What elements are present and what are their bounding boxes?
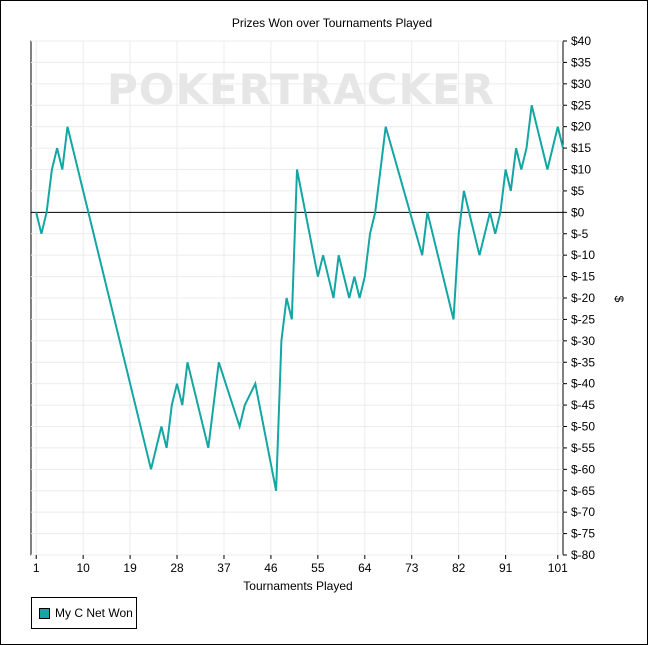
y-axis: $40 $35 $30 $25 $20 $15 $10 $5 $0 $-5 $-10 $-15 $-20… bbox=[563, 34, 595, 562]
x-axis-title: Tournaments Played bbox=[243, 579, 352, 593]
watermark-logo: POKERTRACKER bbox=[107, 65, 495, 114]
y-tick-label: $-35 bbox=[571, 355, 595, 369]
x-tick-label: 1 bbox=[33, 561, 40, 575]
x-tick-label: 82 bbox=[452, 561, 466, 575]
series-layer bbox=[35, 105, 564, 491]
y-tick-label: $-5 bbox=[571, 227, 589, 241]
x-tick-label: 46 bbox=[264, 561, 278, 575]
legend: My C Net Won bbox=[31, 597, 137, 629]
y-tick-label: $5 bbox=[571, 184, 585, 198]
y-tick-label: $30 bbox=[571, 77, 591, 91]
y-tick-label: $-80 bbox=[571, 548, 595, 562]
y-tick-label: $-65 bbox=[571, 484, 595, 498]
x-tick-label: 19 bbox=[123, 561, 137, 575]
x-tick-label: 55 bbox=[311, 561, 325, 575]
y-tick-label: $-70 bbox=[571, 505, 595, 519]
y-tick-label: $-25 bbox=[571, 312, 595, 326]
x-axis: 1 10 19 28 37 46 55 64 73 82 91 101 bbox=[33, 555, 568, 575]
legend-label: My C Net Won bbox=[55, 606, 133, 620]
series-line bbox=[35, 105, 564, 491]
y-tick-label: $-10 bbox=[571, 248, 595, 262]
y-tick-label: $-15 bbox=[571, 270, 595, 284]
y-tick-label: $10 bbox=[571, 163, 591, 177]
y-axis-title: $ bbox=[612, 296, 626, 303]
x-tick-label: 64 bbox=[358, 561, 372, 575]
grid bbox=[31, 40, 563, 556]
x-tick-label: 91 bbox=[499, 561, 513, 575]
y-tick-label: $0 bbox=[571, 205, 585, 219]
y-tick-label: $-75 bbox=[571, 527, 595, 541]
y-tick-label: $15 bbox=[571, 141, 591, 155]
y-tick-label: $-40 bbox=[571, 377, 595, 391]
y-tick-label: $-60 bbox=[571, 462, 595, 476]
y-tick-label: $35 bbox=[571, 55, 591, 69]
y-tick-label: $-30 bbox=[571, 334, 595, 348]
y-tick-label: $20 bbox=[571, 120, 591, 134]
x-tick-label: 37 bbox=[217, 561, 231, 575]
x-tick-label: 10 bbox=[76, 561, 90, 575]
y-tick-label: $40 bbox=[571, 34, 591, 48]
x-tick-label: 28 bbox=[170, 561, 184, 575]
chart-title: Prizes Won over Tournaments Played bbox=[232, 16, 432, 30]
y-tick-label: $-20 bbox=[571, 291, 595, 305]
y-tick-label: $-45 bbox=[571, 398, 595, 412]
x-tick-label: 73 bbox=[405, 561, 419, 575]
y-tick-label: $-55 bbox=[571, 441, 595, 455]
legend-swatch bbox=[39, 607, 50, 619]
y-tick-label: $-50 bbox=[571, 420, 595, 434]
x-tick-label: 101 bbox=[548, 561, 568, 575]
y-tick-label: $25 bbox=[571, 98, 591, 112]
